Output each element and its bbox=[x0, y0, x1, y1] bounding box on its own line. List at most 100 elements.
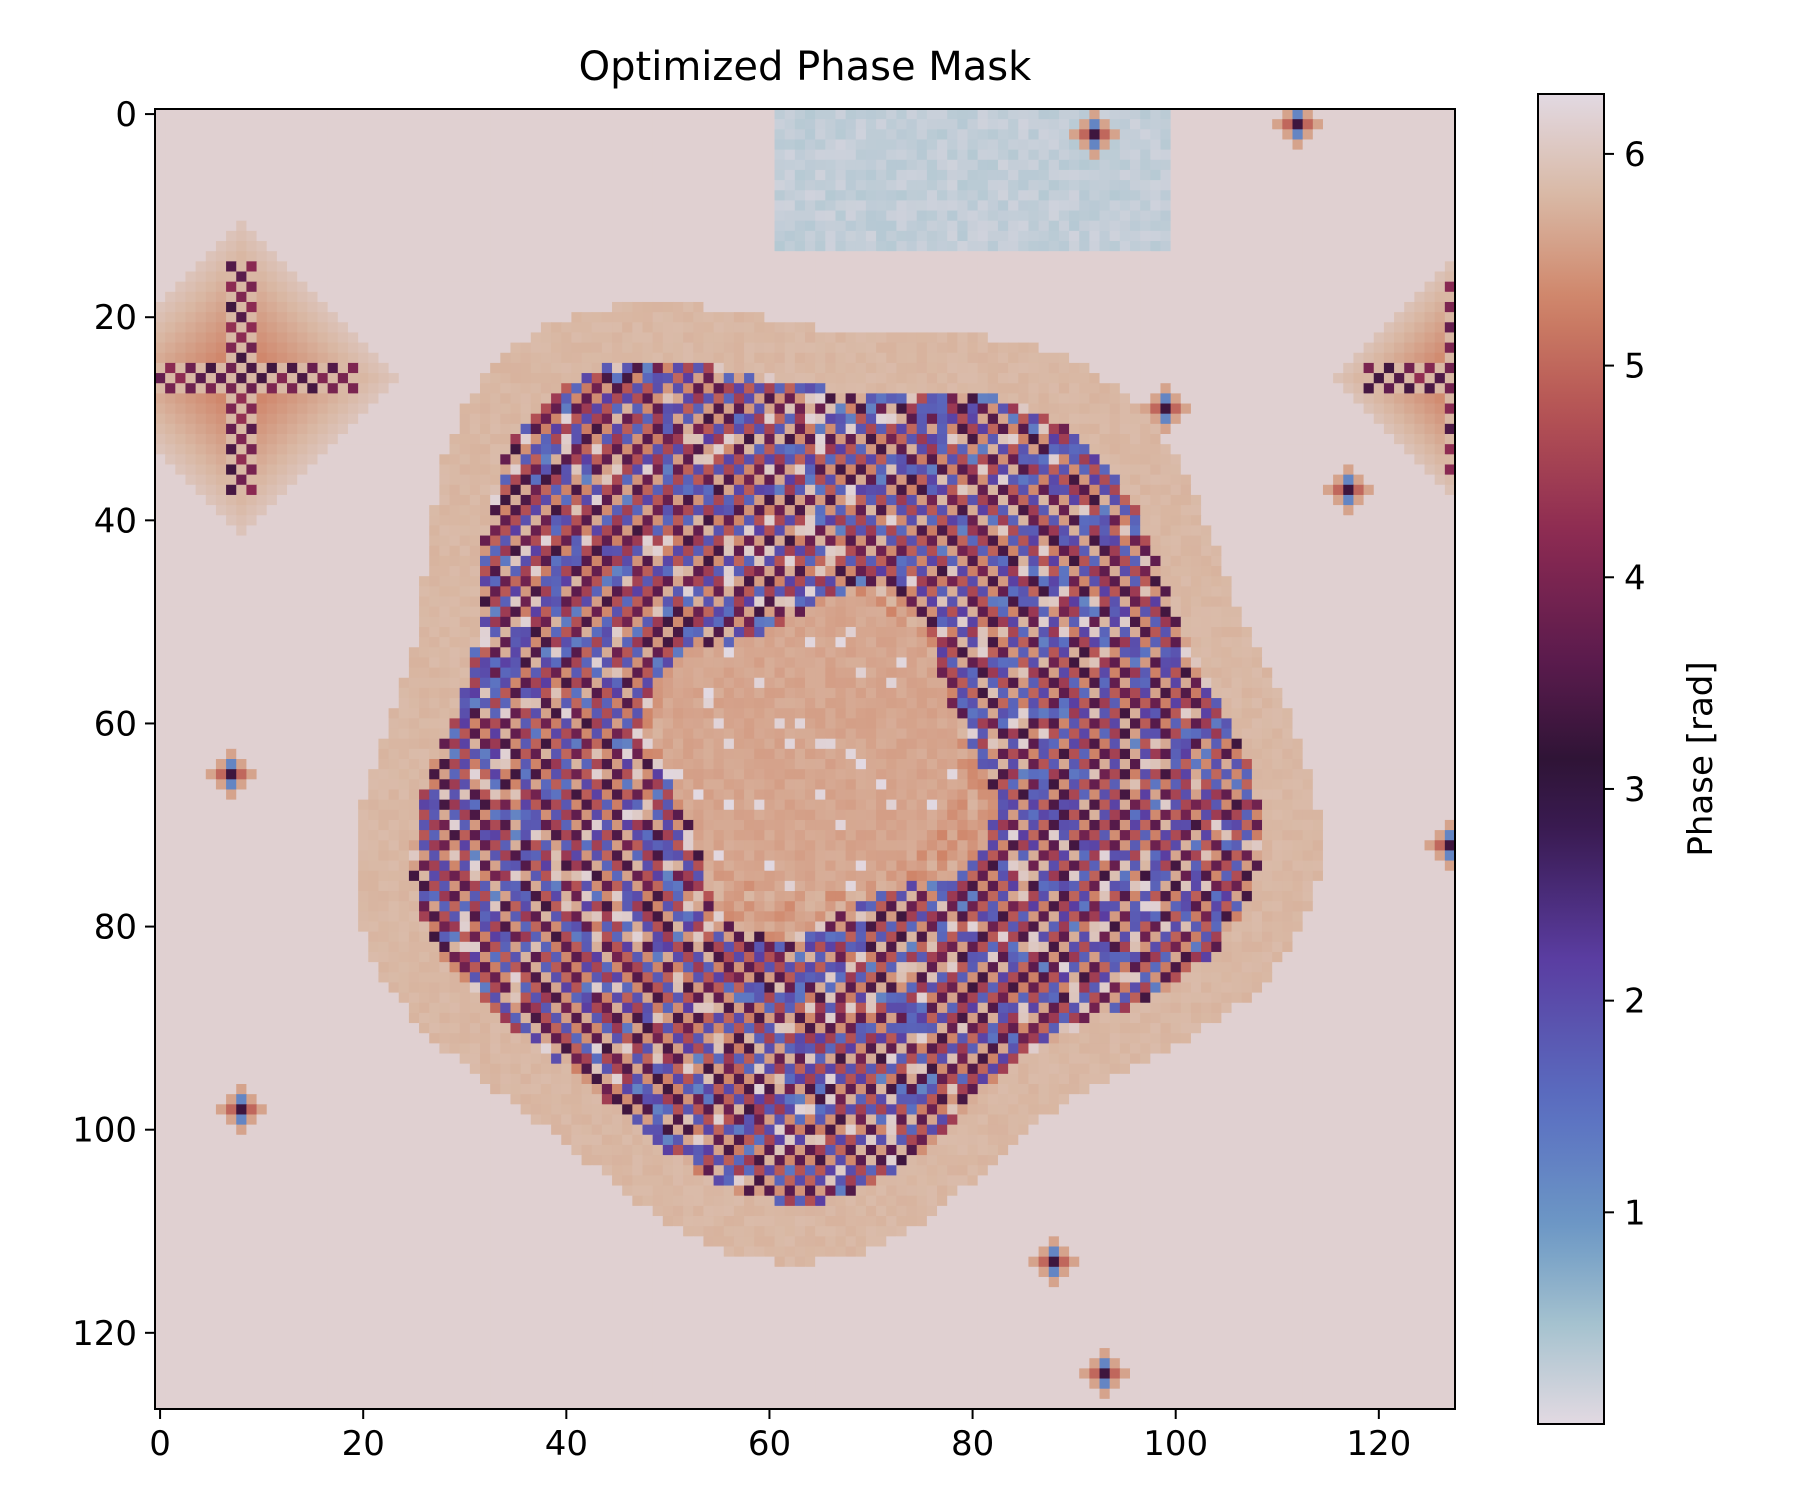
heatmap-cell bbox=[947, 231, 958, 242]
heatmap-cell bbox=[785, 221, 796, 232]
heatmap-cell bbox=[1404, 454, 1415, 465]
heatmap-cell bbox=[856, 241, 867, 252]
heatmap-cell bbox=[643, 200, 654, 211]
heatmap-cell bbox=[1110, 119, 1121, 130]
heatmap-cell bbox=[978, 404, 989, 415]
heatmap-cell bbox=[1181, 150, 1192, 161]
heatmap-cell bbox=[500, 495, 511, 506]
heatmap-cell bbox=[1374, 444, 1385, 455]
heatmap-cell bbox=[318, 200, 329, 211]
heatmap-cell bbox=[795, 221, 806, 232]
heatmap-cell bbox=[896, 434, 907, 445]
heatmap-cell bbox=[876, 322, 887, 333]
heatmap-cell bbox=[561, 241, 572, 252]
heatmap-cell bbox=[825, 211, 836, 222]
heatmap-cell bbox=[439, 444, 450, 455]
heatmap-cell bbox=[582, 495, 593, 506]
heatmap-cell bbox=[1242, 312, 1253, 323]
heatmap-cell bbox=[389, 272, 400, 283]
heatmap-cell bbox=[226, 139, 237, 150]
heatmap-cell bbox=[277, 109, 288, 120]
heatmap-cell bbox=[632, 272, 643, 283]
heatmap-cell bbox=[937, 424, 948, 435]
heatmap-cell bbox=[1039, 180, 1050, 191]
heatmap-cell bbox=[1171, 292, 1182, 303]
heatmap-cell bbox=[175, 475, 186, 486]
heatmap-cell bbox=[1221, 353, 1232, 364]
heatmap-cell bbox=[257, 261, 268, 272]
heatmap-cell bbox=[358, 251, 369, 262]
heatmap-cell bbox=[1293, 343, 1304, 354]
heatmap-cell bbox=[318, 139, 329, 150]
heatmap-cell bbox=[673, 241, 684, 252]
heatmap-cell bbox=[571, 485, 582, 496]
heatmap-cell bbox=[1181, 343, 1192, 354]
heatmap-cell bbox=[257, 454, 268, 465]
heatmap-cell bbox=[1303, 200, 1314, 211]
heatmap-cell bbox=[1353, 393, 1364, 404]
heatmap-cell bbox=[724, 119, 735, 130]
heatmap-cell bbox=[754, 221, 765, 232]
heatmap-cell bbox=[1384, 160, 1395, 171]
heatmap-cell bbox=[551, 332, 562, 343]
heatmap-cell bbox=[1201, 241, 1212, 252]
heatmap-cell bbox=[1110, 343, 1121, 354]
heatmap-cell bbox=[348, 282, 359, 293]
heatmap-cell bbox=[886, 139, 897, 150]
heatmap-cell bbox=[1110, 231, 1121, 242]
heatmap-cell bbox=[165, 475, 176, 486]
heatmap-cell bbox=[1211, 495, 1222, 506]
heatmap-cell bbox=[856, 221, 867, 232]
heatmap-cell bbox=[622, 363, 633, 374]
heatmap-cell bbox=[622, 139, 633, 150]
heatmap-cell bbox=[1008, 180, 1019, 191]
heatmap-cell bbox=[531, 282, 542, 293]
heatmap-cell bbox=[775, 221, 786, 232]
heatmap-cell bbox=[1384, 272, 1395, 283]
heatmap-cell bbox=[1120, 251, 1131, 262]
heatmap-cell bbox=[297, 261, 308, 272]
heatmap-cell bbox=[1110, 241, 1121, 252]
heatmap-cell bbox=[1404, 485, 1415, 496]
heatmap-cell bbox=[216, 150, 227, 161]
heatmap-cell bbox=[1232, 424, 1243, 435]
heatmap-cell bbox=[907, 109, 918, 120]
heatmap-cell bbox=[307, 241, 318, 252]
heatmap-cell bbox=[947, 200, 958, 211]
heatmap-cell bbox=[419, 414, 430, 425]
heatmap-cell bbox=[592, 444, 603, 455]
heatmap-cell bbox=[1059, 221, 1070, 232]
heatmap-cell bbox=[1211, 464, 1222, 475]
heatmap-cell bbox=[1130, 383, 1141, 394]
heatmap-cell bbox=[622, 190, 633, 201]
heatmap-cell bbox=[856, 129, 867, 140]
heatmap-cell bbox=[612, 373, 623, 384]
heatmap-cell bbox=[988, 302, 999, 313]
heatmap-cell bbox=[988, 272, 999, 283]
heatmap-cell bbox=[937, 454, 948, 465]
heatmap-cell bbox=[927, 221, 938, 232]
heatmap-cell bbox=[775, 353, 786, 364]
heatmap-cell bbox=[866, 475, 877, 486]
heatmap-cell bbox=[277, 119, 288, 130]
heatmap-cell bbox=[490, 139, 501, 150]
heatmap-cell bbox=[592, 160, 603, 171]
heatmap-cell bbox=[460, 475, 471, 486]
heatmap-cell bbox=[510, 434, 521, 445]
heatmap-cell bbox=[876, 282, 887, 293]
heatmap-cell bbox=[450, 129, 461, 140]
heatmap-cell bbox=[328, 444, 339, 455]
heatmap-cell bbox=[612, 454, 623, 465]
heatmap-cell bbox=[846, 495, 857, 506]
heatmap-cell bbox=[1028, 434, 1039, 445]
heatmap-cell bbox=[927, 231, 938, 242]
heatmap-cell bbox=[937, 139, 948, 150]
heatmap-cell bbox=[521, 170, 532, 181]
heatmap-cell bbox=[460, 129, 471, 140]
heatmap-cell bbox=[1140, 129, 1151, 140]
heatmap-cell bbox=[1191, 424, 1202, 435]
heatmap-cell bbox=[754, 414, 765, 425]
heatmap-cell bbox=[1120, 170, 1131, 181]
heatmap-cell bbox=[1435, 434, 1446, 445]
heatmap-cell bbox=[653, 231, 664, 242]
